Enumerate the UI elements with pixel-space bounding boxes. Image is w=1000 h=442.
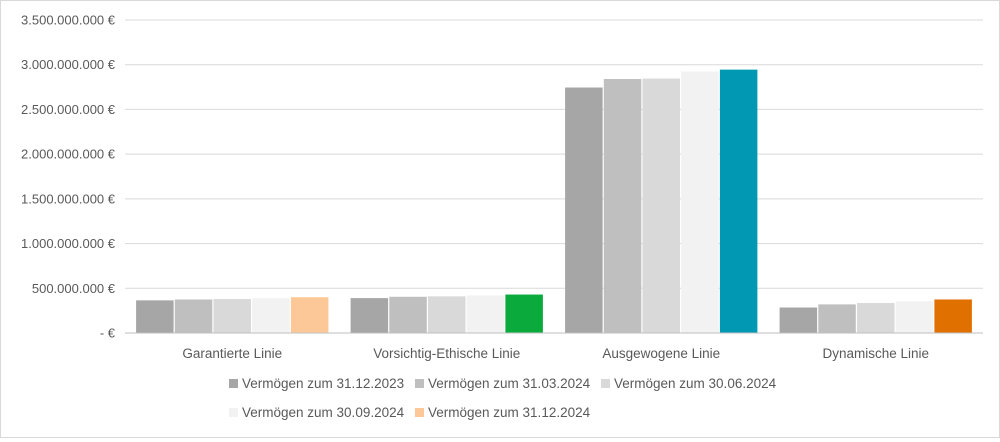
x-tick-label: Vorsichtig-Ethische Linie (373, 346, 520, 361)
gridlines (125, 19, 983, 334)
x-axis: Garantierte Linie Vorsichtig-Ethische Lin… (125, 332, 983, 361)
bar-4-series-1 (779, 307, 818, 333)
legend-label: Vermögen zum 31.03.2024 (428, 376, 591, 391)
bar-4-series-4 (895, 301, 934, 333)
bars (136, 69, 972, 334)
bar-2-series-2 (389, 296, 427, 333)
bar-4-series-5 (934, 299, 972, 333)
bar-2-series-1 (350, 298, 389, 333)
legend-label: Vermögen zum 30.06.2024 (614, 376, 777, 391)
bar-4-series-2 (818, 304, 856, 333)
y-axis: - € 500.000.000 € 1.000.000.000 € 1.500.000… (21, 13, 116, 341)
y-tick-label: - € (100, 326, 116, 341)
legend-marker (229, 379, 238, 388)
bar-3-series-5 (719, 69, 758, 333)
legend: Vermögen zum 31.12.2023 Vermögen zum 31.0… (229, 376, 777, 420)
y-tick-label: 1.000.000.000 € (21, 236, 116, 251)
legend-marker (415, 408, 424, 417)
x-tick-label: Garantierte Linie (182, 346, 282, 361)
bar-3-series-1 (565, 87, 603, 333)
y-tick-label: 1.500.000.000 € (21, 191, 116, 206)
x-tick-label: Ausgewogene Linie (602, 346, 720, 361)
bar-3-series-2 (603, 79, 642, 333)
bar-1-series-2 (174, 299, 213, 333)
legend-label: Vermögen zum 30.09.2024 (242, 405, 405, 420)
bar-1-series-4 (252, 298, 290, 333)
y-tick-label: 2.000.000.000 € (21, 147, 116, 162)
bar-4-series-3 (857, 303, 895, 333)
legend-label: Vermögen zum 31.12.2024 (428, 405, 591, 420)
bar-1-series-1 (136, 300, 174, 333)
bar-3-series-4 (681, 71, 719, 334)
legend-marker (601, 379, 610, 388)
x-tick-label: Dynamische Linie (822, 346, 929, 361)
bar-1-series-5 (290, 297, 329, 333)
bar-2-series-4 (466, 295, 505, 333)
y-tick-label: 500.000.000 € (32, 281, 116, 296)
bar-3-series-3 (642, 78, 680, 333)
bar-2-series-3 (428, 296, 466, 333)
y-tick-label: 3.000.000.000 € (21, 57, 116, 72)
y-tick-label: 2.500.000.000 € (21, 102, 116, 117)
y-tick-label: 3.500.000.000 € (21, 13, 116, 28)
legend-label: Vermögen zum 31.12.2023 (242, 376, 404, 391)
bar-1-series-3 (213, 299, 251, 333)
legend-marker (229, 408, 238, 417)
bar-2-series-5 (505, 294, 543, 333)
legend-marker (415, 379, 424, 388)
